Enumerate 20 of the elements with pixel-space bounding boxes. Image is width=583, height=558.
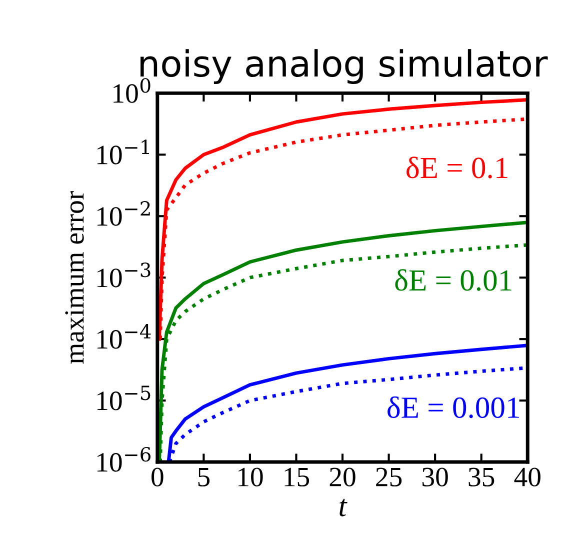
x-tick-label: 30 bbox=[422, 468, 448, 486]
y-axis-title: maximum error bbox=[65, 191, 84, 364]
annotation: δE = 0.001 bbox=[388, 396, 519, 418]
y-tick-label: 10$^{−4}$ bbox=[97, 324, 151, 349]
annotation: δE = 0.01 bbox=[395, 269, 512, 291]
y-tick-label: 10$^{−6}$ bbox=[97, 446, 151, 472]
x-tick-label: 20 bbox=[330, 468, 356, 486]
y-tick-label: 10$^{−1}$ bbox=[97, 140, 149, 164]
x-tick-label: 35 bbox=[468, 468, 494, 486]
y-tick-label: 10$^{−5}$ bbox=[97, 386, 150, 410]
x-tick-label: 15 bbox=[284, 468, 310, 486]
x-tick-label: 5 bbox=[198, 468, 210, 486]
annotation: δE = 0.1 bbox=[406, 156, 508, 178]
y-tick-label: 10$^{−3}$ bbox=[97, 262, 150, 288]
x-tick-label: 40 bbox=[514, 468, 540, 486]
x-tick-label: 0 bbox=[152, 468, 164, 486]
x-tick-label: 10 bbox=[238, 468, 263, 486]
x-tick-label: 25 bbox=[376, 468, 402, 486]
y-tick-label: 10$^{−2}$ bbox=[97, 201, 150, 226]
x-axis-title: t bbox=[340, 498, 348, 516]
